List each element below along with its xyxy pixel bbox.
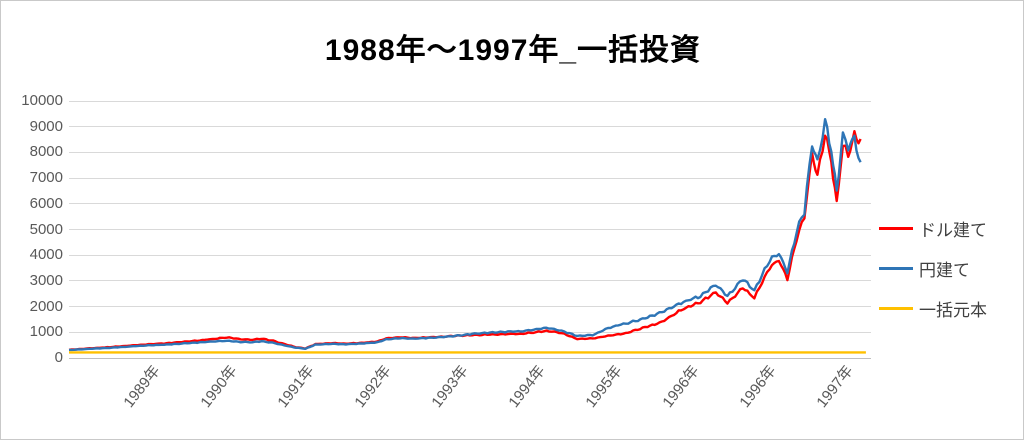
gridline — [69, 229, 871, 230]
y-axis-tick-label: 6000 — [29, 194, 63, 212]
y-axis-tick-label: 7000 — [29, 169, 63, 187]
dollar-line-swatch-icon — [879, 226, 913, 230]
y-axis-tick-label: 3000 — [29, 271, 63, 289]
x-axis-line — [69, 357, 871, 359]
y-axis-tick-label: 1000 — [29, 323, 63, 341]
gridline — [69, 151, 871, 153]
gridline — [69, 306, 871, 308]
y-axis-tick-label: 5000 — [29, 220, 63, 238]
legend-item-principal: 一括元本 — [879, 288, 987, 328]
legend: ドル建て 円建て 一括元本 — [879, 208, 987, 328]
gridline — [69, 203, 871, 205]
gridline — [69, 126, 871, 128]
principal-line-swatch-icon — [879, 306, 913, 310]
gridline — [69, 177, 871, 179]
y-axis-tick-label: 9000 — [29, 117, 63, 135]
y-axis-tick-label: 10000 — [21, 92, 63, 109]
gridline — [69, 331, 871, 333]
gridline — [69, 100, 871, 102]
y-axis-tick-label: 2000 — [29, 297, 63, 315]
gridline — [69, 280, 871, 282]
legend-label-yen: 円建て — [919, 260, 970, 280]
legend-item-dollar: ドル建て — [879, 208, 987, 248]
gridline — [69, 254, 871, 256]
chart-title: 1988年～1997年_一括投資 — [324, 34, 702, 67]
y-axis-tick-label: 0 — [54, 349, 63, 366]
legend-label-dollar: ドル建て — [919, 220, 987, 240]
yen-line — [69, 117, 862, 352]
dollar-line — [68, 129, 862, 351]
legend-item-yen: 円建て — [879, 248, 987, 288]
y-axis-tick-label: 4000 — [29, 246, 63, 264]
legend-label-principal: 一括元本 — [919, 300, 987, 320]
yen-line-swatch-icon — [879, 266, 913, 270]
y-axis-tick-label: 8000 — [29, 143, 63, 161]
